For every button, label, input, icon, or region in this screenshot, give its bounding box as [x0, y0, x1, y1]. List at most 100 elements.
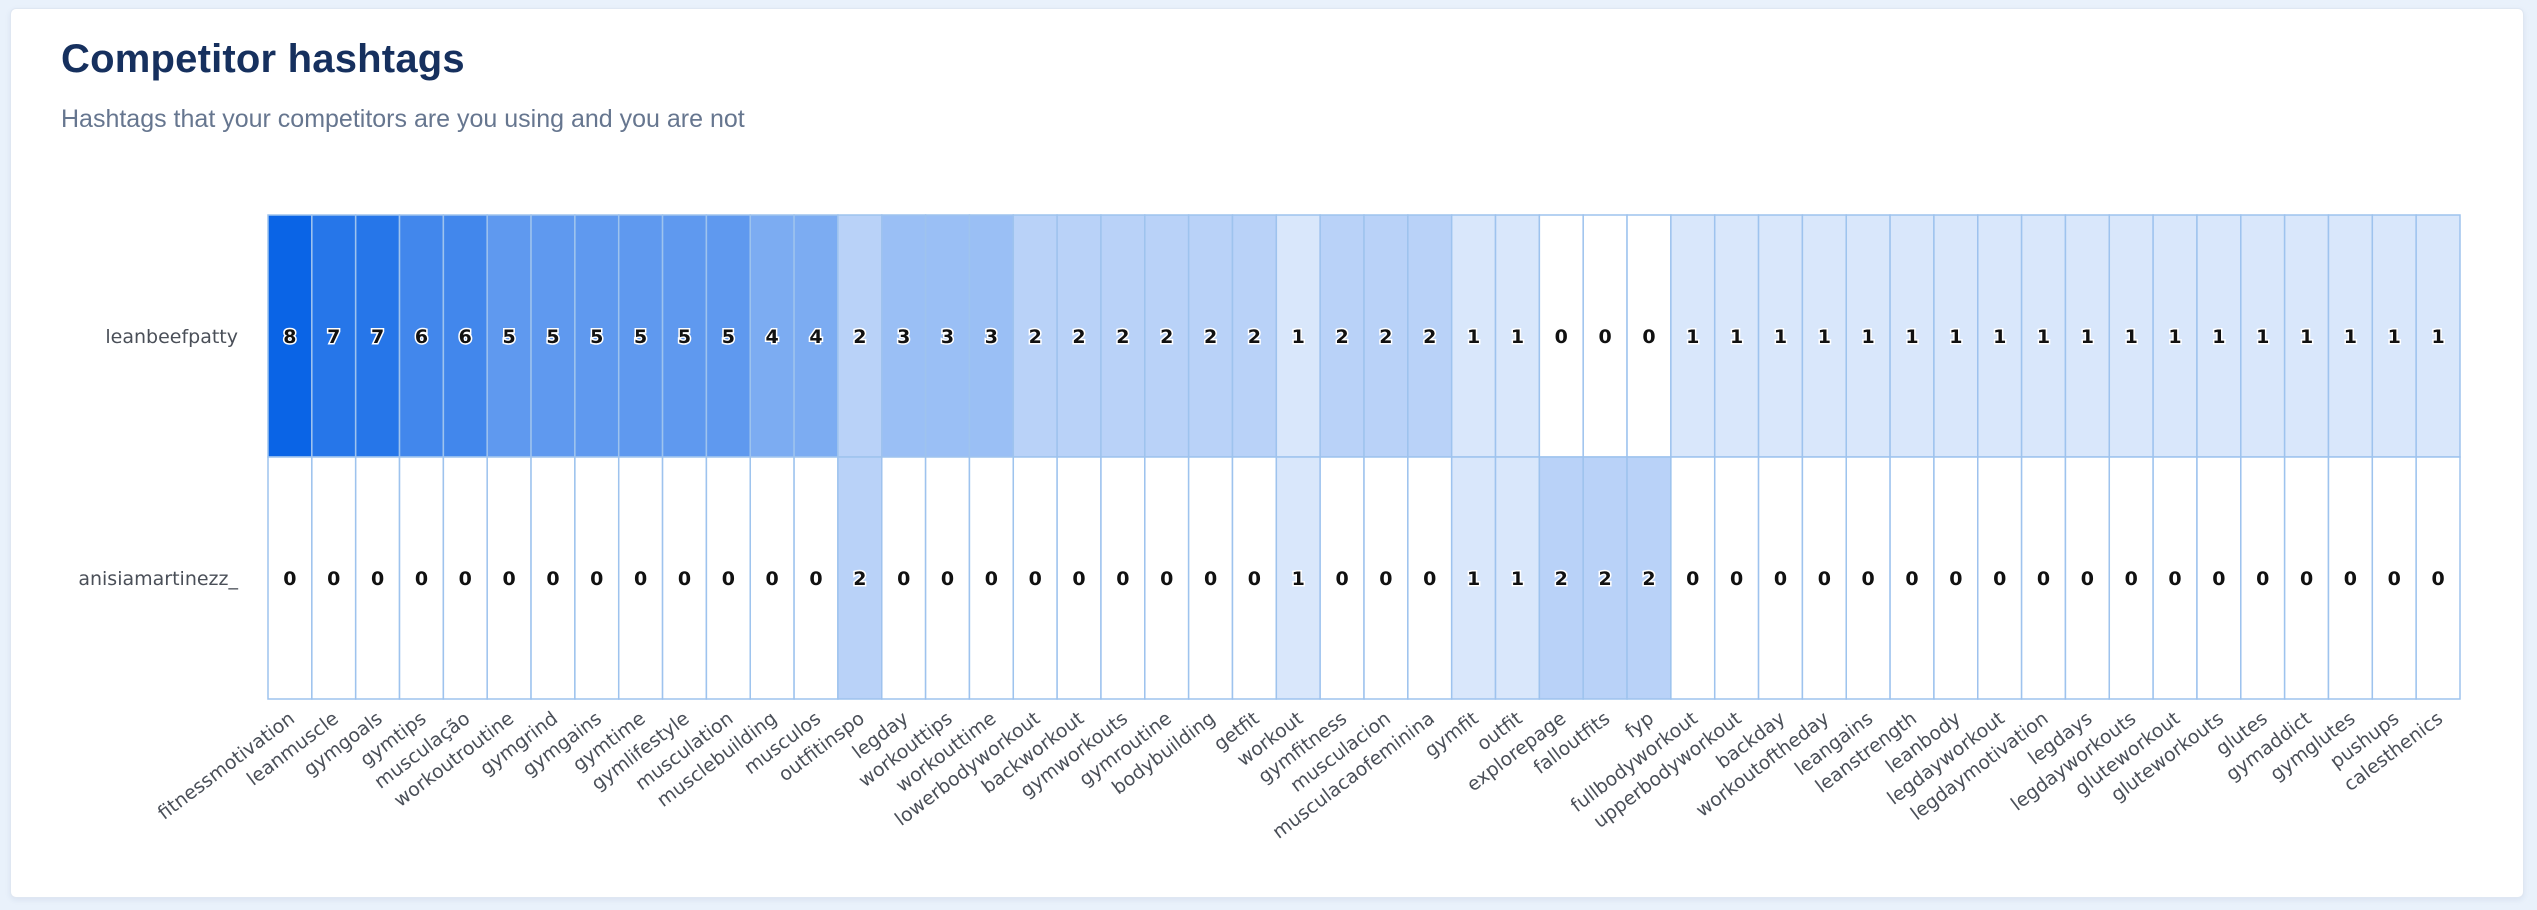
heatmap-cell[interactable] — [705, 456, 751, 700]
cell-value-label: 0 — [678, 568, 691, 590]
cell-value-label: 0 — [634, 568, 647, 590]
heatmap-cell[interactable] — [267, 456, 313, 700]
cell-value-label: 4 — [809, 326, 822, 348]
heatmap-cell[interactable] — [1713, 456, 1760, 700]
heatmap-cell[interactable] — [2415, 214, 2461, 458]
heatmap-cell[interactable] — [749, 214, 795, 458]
heatmap-cell[interactable] — [574, 456, 620, 700]
heatmap-cell[interactable] — [1100, 456, 1146, 700]
competitor-hashtags-card: Competitor hashtags Hashtags that your c… — [10, 8, 2524, 898]
cell-value-label: 0 — [1379, 568, 1392, 590]
heatmap-cell[interactable] — [1757, 214, 1804, 458]
cell-value-label: 0 — [1730, 568, 1743, 590]
heatmap-cell[interactable] — [881, 456, 927, 700]
heatmap-cell[interactable] — [1801, 214, 1847, 458]
cell-value-label: 2 — [1072, 326, 1085, 348]
cell-value-label: 1 — [1292, 326, 1305, 348]
heatmap-cell[interactable] — [1977, 214, 2023, 458]
heatmap-cell[interactable] — [1012, 456, 1058, 700]
heatmap-cell[interactable] — [749, 456, 795, 700]
heatmap-cell[interactable] — [1231, 214, 1278, 458]
cell-value-label: 0 — [1335, 568, 1348, 590]
heatmap-cell[interactable] — [1845, 214, 1891, 458]
heatmap-cell[interactable] — [1889, 214, 1935, 458]
heatmap-cell[interactable] — [968, 214, 1015, 458]
heatmap-cell[interactable] — [661, 214, 708, 458]
heatmap-cell[interactable] — [1670, 456, 1716, 700]
cell-value-label: 0 — [327, 568, 340, 590]
heatmap-cell[interactable] — [2283, 214, 2330, 458]
heatmap-cell[interactable] — [2152, 456, 2198, 700]
heatmap-cell[interactable] — [2064, 214, 2111, 458]
heatmap-cell[interactable] — [574, 214, 620, 458]
cell-value-label: 7 — [371, 326, 384, 348]
heatmap-cell[interactable] — [2371, 214, 2417, 458]
cell-value-label: 0 — [809, 568, 822, 590]
heatmap-cell[interactable] — [1187, 456, 1234, 700]
heatmap-cell[interactable] — [837, 214, 883, 458]
heatmap-cell[interactable] — [2415, 456, 2461, 700]
heatmap-cell[interactable] — [1363, 456, 1409, 700]
heatmap-cell[interactable] — [1626, 214, 1672, 458]
heatmap-cell[interactable] — [486, 214, 532, 458]
heatmap-cell[interactable] — [1319, 456, 1365, 700]
heatmap-cell[interactable] — [2283, 456, 2330, 700]
heatmap-cell[interactable] — [1670, 214, 1716, 458]
cell-value-label: 5 — [722, 326, 735, 348]
heatmap-cell[interactable] — [398, 214, 445, 458]
heatmap-cell[interactable] — [2371, 456, 2417, 700]
heatmap-cell[interactable] — [311, 456, 357, 700]
heatmap-cell[interactable] — [1889, 456, 1935, 700]
cell-value-label: 2 — [1335, 326, 1348, 348]
heatmap-cell[interactable] — [2064, 456, 2111, 700]
cell-value-label: 7 — [327, 326, 340, 348]
heatmap-cell[interactable] — [1582, 214, 1628, 458]
cell-value-label: 0 — [722, 568, 735, 590]
cell-value-label: 1 — [1511, 326, 1524, 348]
cell-value-label: 0 — [2168, 568, 2181, 590]
heatmap-cell[interactable] — [1231, 456, 1278, 700]
heatmap-cell[interactable] — [1144, 214, 1190, 458]
cell-value-label: 1 — [1511, 568, 1524, 590]
heatmap-cell[interactable] — [968, 456, 1015, 700]
heatmap-cell[interactable] — [1538, 456, 1584, 700]
heatmap-cell[interactable] — [924, 456, 971, 700]
cell-value-label: 0 — [1072, 568, 1085, 590]
heatmap-cell[interactable] — [2108, 214, 2154, 458]
heatmap-cell[interactable] — [1363, 214, 1409, 458]
heatmap-cell[interactable] — [1407, 214, 1453, 458]
cell-value-label: 8 — [283, 326, 296, 348]
heatmap-cell[interactable] — [530, 456, 576, 700]
heatmap-cell[interactable] — [705, 214, 751, 458]
heatmap-cell[interactable] — [1012, 214, 1058, 458]
heatmap-cell[interactable] — [1538, 214, 1584, 458]
heatmap-cell[interactable] — [1144, 456, 1190, 700]
cell-value-label: 0 — [985, 568, 998, 590]
cell-value-label: 2 — [853, 326, 866, 348]
heatmap-cell[interactable] — [1275, 456, 1321, 700]
heatmap-cell[interactable] — [793, 214, 839, 458]
heatmap-cell[interactable] — [2020, 456, 2067, 700]
heatmap-cell[interactable] — [442, 214, 488, 458]
heatmap-cell[interactable] — [530, 214, 576, 458]
cell-value-label: 1 — [2125, 326, 2138, 348]
heatmap-cell[interactable] — [398, 456, 445, 700]
heatmap-cell[interactable] — [2196, 214, 2242, 458]
heatmap-cell[interactable] — [2020, 214, 2067, 458]
heatmap-cell[interactable] — [1275, 214, 1321, 458]
heatmap-cell[interactable] — [1450, 214, 1497, 458]
heatmap-cell[interactable] — [793, 456, 839, 700]
cell-value-label: 0 — [1774, 568, 1787, 590]
heatmap-cell[interactable] — [442, 456, 488, 700]
heatmap-cell[interactable] — [2108, 456, 2154, 700]
heatmap-cell[interactable] — [354, 456, 401, 700]
heatmap-cell[interactable] — [2327, 456, 2374, 700]
cell-value-label: 2 — [1204, 326, 1217, 348]
heatmap-cell[interactable] — [1056, 456, 1102, 700]
card-subtitle: Hashtags that your competitors are you u… — [61, 105, 745, 133]
heatmap-cell[interactable] — [1626, 456, 1672, 700]
heatmap-cell[interactable] — [2240, 456, 2286, 700]
cell-value-label: 0 — [1029, 568, 1042, 590]
heatmap-cell[interactable] — [1494, 456, 1541, 700]
cell-value-label: 0 — [2388, 568, 2401, 590]
